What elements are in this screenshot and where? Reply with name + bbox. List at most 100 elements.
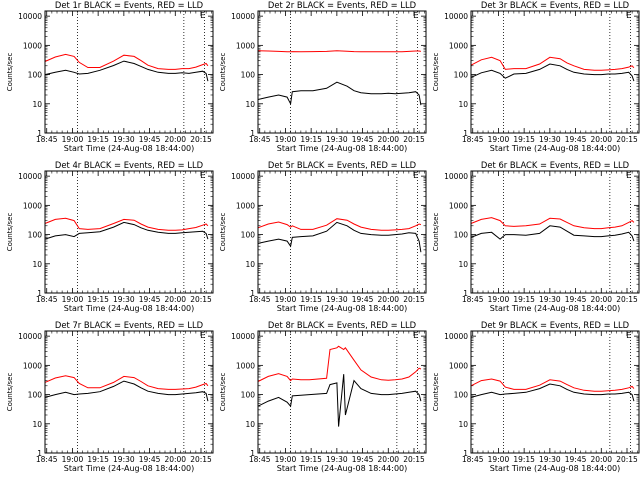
y-tick-label: 10000 bbox=[444, 172, 468, 181]
y-tick-label: 100 bbox=[454, 391, 469, 400]
y-axis-label: Counts/sec bbox=[432, 213, 440, 252]
events-series-line bbox=[470, 63, 635, 82]
plot-frame bbox=[257, 330, 427, 454]
x-tick-label: 19:15 bbox=[513, 455, 535, 464]
events-series-line bbox=[257, 221, 422, 253]
x-tick-label: 18:45 bbox=[249, 135, 271, 144]
y-tick-label: 1 bbox=[37, 289, 42, 298]
plot-frame bbox=[257, 170, 427, 294]
x-tick-label: 20:00 bbox=[590, 295, 612, 304]
x-tick-label: 20:00 bbox=[164, 135, 186, 144]
x-tick-label: 20:15 bbox=[403, 295, 425, 304]
lld-series-line bbox=[257, 50, 422, 53]
y-tick-label: 10 bbox=[458, 420, 468, 429]
y-tick-label: 1 bbox=[250, 289, 255, 298]
y-tick-label: 100 bbox=[28, 231, 43, 240]
chart-panel-6: Det 6r BLACK = Events, RED = LLD Counts/s… bbox=[432, 160, 640, 313]
x-tick-label: 20:00 bbox=[164, 455, 186, 464]
x-tick-label: 19:45 bbox=[565, 455, 587, 464]
plot-frame bbox=[44, 330, 214, 454]
x-tick-label: 19:45 bbox=[352, 455, 374, 464]
y-tick-label: 1 bbox=[37, 449, 42, 458]
chart-title: Det 6r BLACK = Events, RED = LLD bbox=[481, 160, 629, 170]
x-tick-label: 19:15 bbox=[513, 295, 535, 304]
y-tick-label: 10 bbox=[458, 260, 468, 269]
y-tick-label: 10 bbox=[245, 100, 255, 109]
y-axis-label: Counts/sec bbox=[6, 213, 14, 252]
x-tick-label: 19:00 bbox=[488, 455, 510, 464]
plot-frame bbox=[470, 10, 640, 134]
y-tick-label: 1 bbox=[463, 449, 468, 458]
x-tick-label: 19:45 bbox=[139, 135, 161, 144]
y-tick-label: 100 bbox=[28, 71, 43, 80]
chart-panel-8: Det 8r BLACK = Events, RED = LLD Counts/s… bbox=[219, 320, 427, 473]
y-tick-label: 10000 bbox=[18, 332, 42, 341]
y-tick-label: 1 bbox=[463, 129, 468, 138]
chart-panel-1: Det 1r BLACK = Events, RED = LLD Counts/s… bbox=[6, 0, 214, 153]
y-tick-label: 10000 bbox=[231, 12, 255, 21]
lld-series-line bbox=[470, 56, 635, 71]
x-axis-label: Start Time (24-Aug-08 18:44:00) bbox=[64, 464, 195, 473]
chart-title: Det 3r BLACK = Events, RED = LLD bbox=[481, 0, 629, 10]
x-tick-label: 20:15 bbox=[616, 455, 638, 464]
lld-series-line bbox=[257, 218, 422, 231]
x-tick-label: 19:00 bbox=[275, 135, 297, 144]
x-tick-label: 18:45 bbox=[36, 295, 58, 304]
x-tick-label: 19:15 bbox=[300, 295, 322, 304]
x-tick-label: 19:45 bbox=[352, 135, 374, 144]
y-tick-label: 1000 bbox=[236, 201, 255, 210]
y-tick-label: 100 bbox=[241, 231, 256, 240]
x-tick-label: 19:30 bbox=[113, 135, 135, 144]
x-axis-label: Start Time (24-Aug-08 18:44:00) bbox=[64, 144, 195, 153]
y-tick-label: 10000 bbox=[231, 172, 255, 181]
y-axis-label: Counts/sec bbox=[6, 373, 14, 412]
lld-series-line bbox=[470, 378, 635, 392]
marker-label: E bbox=[413, 11, 418, 20]
x-tick-label: 19:15 bbox=[300, 135, 322, 144]
x-tick-label: 19:15 bbox=[300, 455, 322, 464]
plot-frame bbox=[257, 10, 427, 134]
chart-title: Det 1r BLACK = Events, RED = LLD bbox=[55, 0, 203, 10]
marker-label: E bbox=[626, 331, 631, 340]
y-tick-label: 1 bbox=[250, 449, 255, 458]
x-tick-label: 19:15 bbox=[87, 295, 109, 304]
y-tick-label: 100 bbox=[28, 391, 43, 400]
chart-panel-9: Det 9r BLACK = Events, RED = LLD Counts/s… bbox=[432, 320, 640, 473]
events-series-line bbox=[257, 374, 422, 427]
x-tick-label: 19:30 bbox=[539, 295, 561, 304]
y-tick-label: 1000 bbox=[236, 41, 255, 50]
x-axis-label: Start Time (24-Aug-08 18:44:00) bbox=[277, 304, 408, 313]
y-tick-label: 1 bbox=[37, 129, 42, 138]
marker-label: E bbox=[200, 171, 205, 180]
x-tick-label: 19:00 bbox=[488, 135, 510, 144]
x-tick-label: 19:45 bbox=[565, 135, 587, 144]
y-tick-label: 100 bbox=[241, 71, 256, 80]
y-tick-label: 10 bbox=[32, 260, 42, 269]
x-axis-label: Start Time (24-Aug-08 18:44:00) bbox=[490, 144, 621, 153]
y-tick-label: 10 bbox=[245, 260, 255, 269]
y-axis-label: Counts/sec bbox=[219, 53, 227, 92]
lld-series-line bbox=[257, 345, 422, 382]
x-tick-label: 20:15 bbox=[403, 135, 425, 144]
y-tick-label: 10000 bbox=[18, 12, 42, 21]
x-tick-label: 19:30 bbox=[326, 295, 348, 304]
y-tick-label: 1000 bbox=[23, 201, 42, 210]
y-tick-label: 1000 bbox=[449, 201, 468, 210]
x-tick-label: 19:45 bbox=[139, 455, 161, 464]
y-axis-label: Counts/sec bbox=[6, 53, 14, 92]
plot-frame bbox=[44, 170, 214, 294]
x-tick-label: 18:45 bbox=[36, 135, 58, 144]
x-tick-label: 20:00 bbox=[377, 455, 399, 464]
y-tick-label: 10000 bbox=[18, 172, 42, 181]
events-series-line bbox=[44, 380, 209, 402]
x-tick-label: 19:00 bbox=[62, 455, 84, 464]
x-tick-label: 19:15 bbox=[87, 135, 109, 144]
x-tick-label: 19:00 bbox=[62, 295, 84, 304]
lld-series-line bbox=[470, 217, 635, 230]
marker-label: E bbox=[413, 171, 418, 180]
x-tick-label: 19:00 bbox=[275, 455, 297, 464]
y-tick-label: 1000 bbox=[449, 41, 468, 50]
chart-title: Det 7r BLACK = Events, RED = LLD bbox=[55, 320, 203, 330]
marker-label: E bbox=[200, 11, 205, 20]
x-tick-label: 20:15 bbox=[190, 455, 212, 464]
